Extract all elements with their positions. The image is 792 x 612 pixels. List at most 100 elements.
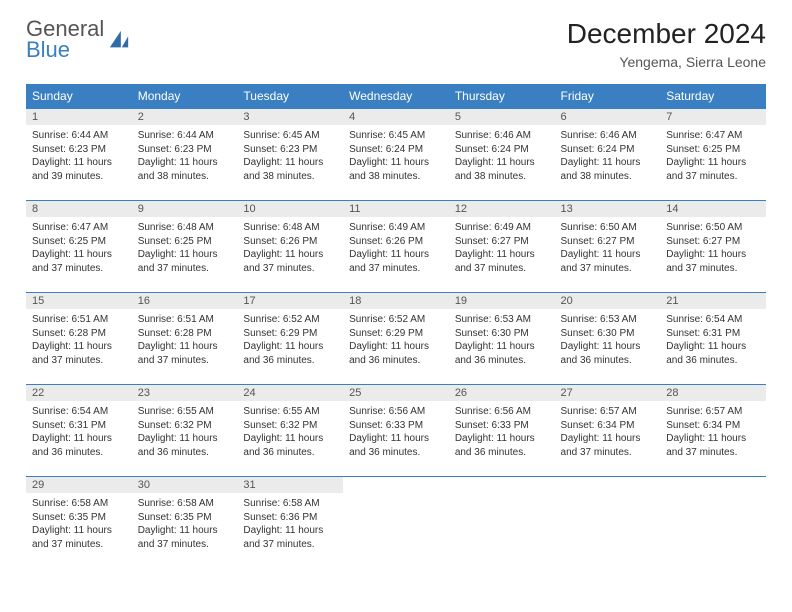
- day-number: 12: [449, 201, 555, 217]
- day-number: 31: [237, 477, 343, 493]
- calendar-day-cell: 4Sunrise: 6:45 AMSunset: 6:24 PMDaylight…: [343, 109, 449, 201]
- sunset-line: Sunset: 6:36 PM: [243, 511, 337, 525]
- sunset-line: Sunset: 6:31 PM: [666, 327, 760, 341]
- calendar-day-cell: 29Sunrise: 6:58 AMSunset: 6:35 PMDayligh…: [26, 477, 132, 569]
- calendar-day-cell: 26 Sunrise: 6:56 AMSunset: 6:33 PMDayligh…: [449, 385, 555, 477]
- sunset-line: Sunset: 6:24 PM: [561, 143, 655, 157]
- sunset-line: Sunset: 6:26 PM: [349, 235, 443, 249]
- sunset-line: Sunset: 6:33 PM: [349, 419, 443, 433]
- daylight-line: Daylight: 11 hours and 38 minutes.: [349, 156, 443, 183]
- calendar-day-cell: 27Sunrise: 6:57 AMSunset: 6:34 PMDayligh…: [555, 385, 661, 477]
- weekday-header: Thursday: [449, 84, 555, 109]
- day-detail: Sunrise: 6:55 AMSunset: 6:32 PMDaylight:…: [237, 401, 343, 463]
- day-detail: Sunrise: 6:45 AMSunset: 6:24 PMDaylight:…: [343, 125, 449, 187]
- daylight-line: Daylight: 11 hours and 38 minutes.: [561, 156, 655, 183]
- sunset-line: Sunset: 6:27 PM: [561, 235, 655, 249]
- daylight-line: Daylight: 11 hours and 39 minutes.: [32, 156, 126, 183]
- daylight-line: Daylight: 11 hours and 36 minutes.: [138, 432, 232, 459]
- day-number: 20: [555, 293, 661, 309]
- day-detail: Sunrise: 6:45 AMSunset: 6:23 PMDaylight:…: [237, 125, 343, 187]
- calendar-day-cell: [555, 477, 661, 569]
- daylight-line: Daylight: 11 hours and 36 minutes.: [32, 432, 126, 459]
- daylight-line: Daylight: 11 hours and 36 minutes.: [455, 432, 549, 459]
- sunset-line: Sunset: 6:24 PM: [455, 143, 549, 157]
- calendar-day-cell: 3Sunrise: 6:45 AMSunset: 6:23 PMDaylight…: [237, 109, 343, 201]
- sunset-line: Sunset: 6:25 PM: [32, 235, 126, 249]
- calendar-day-cell: 14Sunrise: 6:50 AMSunset: 6:27 PMDayligh…: [660, 201, 766, 293]
- calendar-day-cell: 9Sunrise: 6:48 AMSunset: 6:25 PMDaylight…: [132, 201, 238, 293]
- weekday-header: Monday: [132, 84, 238, 109]
- header: General Blue December 2024 Yengema, Sier…: [26, 18, 766, 70]
- sunrise-line: Sunrise: 6:56 AM: [349, 405, 443, 419]
- sunrise-line: Sunrise: 6:52 AM: [243, 313, 337, 327]
- daylight-line: Daylight: 11 hours and 38 minutes.: [138, 156, 232, 183]
- daylight-line: Daylight: 11 hours and 37 minutes.: [32, 524, 126, 551]
- calendar-week-row: 29Sunrise: 6:58 AMSunset: 6:35 PMDayligh…: [26, 477, 766, 569]
- sunset-line: Sunset: 6:32 PM: [243, 419, 337, 433]
- sunrise-line: Sunrise: 6:57 AM: [561, 405, 655, 419]
- daylight-line: Daylight: 11 hours and 37 minutes.: [138, 524, 232, 551]
- sunrise-line: Sunrise: 6:44 AM: [32, 129, 126, 143]
- day-detail: Sunrise: 6:52 AMSunset: 6:29 PMDaylight:…: [237, 309, 343, 371]
- calendar-day-cell: 5 Sunrise: 6:46 AMSunset: 6:24 PMDaylight…: [449, 109, 555, 201]
- sunset-line: Sunset: 6:35 PM: [32, 511, 126, 525]
- sunset-line: Sunset: 6:28 PM: [32, 327, 126, 341]
- calendar-day-cell: 25Sunrise: 6:56 AMSunset: 6:33 PMDayligh…: [343, 385, 449, 477]
- calendar-day-cell: 20Sunrise: 6:53 AMSunset: 6:30 PMDayligh…: [555, 293, 661, 385]
- sunrise-line: Sunrise: 6:58 AM: [243, 497, 337, 511]
- sunset-line: Sunset: 6:27 PM: [455, 235, 549, 249]
- calendar-day-cell: 30Sunrise: 6:58 AMSunset: 6:35 PMDayligh…: [132, 477, 238, 569]
- calendar-day-cell: 11Sunrise: 6:49 AMSunset: 6:26 PMDayligh…: [343, 201, 449, 293]
- page-subtitle: Yengema, Sierra Leone: [567, 54, 766, 70]
- sunrise-line: Sunrise: 6:58 AM: [138, 497, 232, 511]
- calendar-day-cell: 31Sunrise: 6:58 AMSunset: 6:36 PMDayligh…: [237, 477, 343, 569]
- sunrise-line: Sunrise: 6:48 AM: [138, 221, 232, 235]
- title-block: December 2024 Yengema, Sierra Leone: [567, 18, 766, 70]
- day-number: 21: [660, 293, 766, 309]
- daylight-line: Daylight: 11 hours and 37 minutes.: [561, 248, 655, 275]
- sunset-line: Sunset: 6:31 PM: [32, 419, 126, 433]
- day-detail: Sunrise: 6:47 AMSunset: 6:25 PMDaylight:…: [660, 125, 766, 187]
- day-detail: Sunrise: 6:58 AMSunset: 6:35 PMDaylight:…: [132, 493, 238, 555]
- day-number: 25: [343, 385, 449, 401]
- calendar-day-cell: 7Sunrise: 6:47 AMSunset: 6:25 PMDaylight…: [660, 109, 766, 201]
- calendar-week-row: 1Sunrise: 6:44 AMSunset: 6:23 PMDaylight…: [26, 109, 766, 201]
- weekday-header: Tuesday: [237, 84, 343, 109]
- calendar-day-cell: 13Sunrise: 6:50 AMSunset: 6:27 PMDayligh…: [555, 201, 661, 293]
- day-detail: Sunrise: 6:51 AMSunset: 6:28 PMDaylight:…: [26, 309, 132, 371]
- daylight-line: Daylight: 11 hours and 38 minutes.: [243, 156, 337, 183]
- day-number: 3: [237, 109, 343, 125]
- daylight-line: Daylight: 11 hours and 37 minutes.: [666, 248, 760, 275]
- sunset-line: Sunset: 6:23 PM: [243, 143, 337, 157]
- sunset-line: Sunset: 6:30 PM: [561, 327, 655, 341]
- sunset-line: Sunset: 6:25 PM: [666, 143, 760, 157]
- day-number: 29: [26, 477, 132, 493]
- day-number: 4: [343, 109, 449, 125]
- sunrise-line: Sunrise: 6:58 AM: [32, 497, 126, 511]
- sunrise-line: Sunrise: 6:56 AM: [455, 405, 549, 419]
- logo: General Blue: [26, 18, 130, 61]
- day-number: 26: [449, 385, 555, 401]
- sunrise-line: Sunrise: 6:46 AM: [561, 129, 655, 143]
- day-detail: Sunrise: 6:44 AMSunset: 6:23 PMDaylight:…: [132, 125, 238, 187]
- sunset-line: Sunset: 6:23 PM: [32, 143, 126, 157]
- daylight-line: Daylight: 11 hours and 37 minutes.: [243, 248, 337, 275]
- daylight-line: Daylight: 11 hours and 37 minutes.: [666, 432, 760, 459]
- weekday-header: Sunday: [26, 84, 132, 109]
- daylight-line: Daylight: 11 hours and 37 minutes.: [32, 248, 126, 275]
- sunrise-line: Sunrise: 6:51 AM: [32, 313, 126, 327]
- calendar-week-row: 15Sunrise: 6:51 AMSunset: 6:28 PMDayligh…: [26, 293, 766, 385]
- sunset-line: Sunset: 6:28 PM: [138, 327, 232, 341]
- daylight-line: Daylight: 11 hours and 36 minutes.: [243, 340, 337, 367]
- daylight-line: Daylight: 11 hours and 38 minutes.: [455, 156, 549, 183]
- daylight-line: Daylight: 11 hours and 36 minutes.: [561, 340, 655, 367]
- sunset-line: Sunset: 6:25 PM: [138, 235, 232, 249]
- day-detail: Sunrise: 6:58 AMSunset: 6:35 PMDaylight:…: [26, 493, 132, 555]
- daylight-line: Daylight: 11 hours and 37 minutes.: [561, 432, 655, 459]
- day-detail: Sunrise: 6:58 AMSunset: 6:36 PMDaylight:…: [237, 493, 343, 555]
- sunrise-line: Sunrise: 6:46 AM: [455, 129, 549, 143]
- day-number: 23: [132, 385, 238, 401]
- sunset-line: Sunset: 6:33 PM: [455, 419, 549, 433]
- day-number: 1: [26, 109, 132, 125]
- day-number: 5: [449, 109, 555, 125]
